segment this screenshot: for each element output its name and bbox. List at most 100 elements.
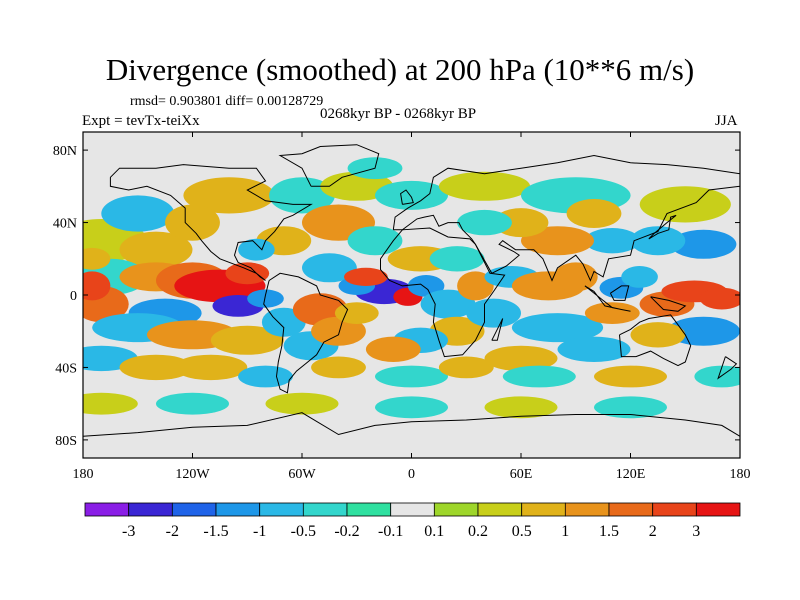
divergence-blob — [553, 262, 598, 292]
divergence-blob — [594, 396, 667, 419]
divergence-blob — [584, 228, 640, 254]
y-tick-label: 40S — [55, 361, 77, 376]
colorbar-label: -0.1 — [378, 523, 403, 540]
x-tick-label: 60E — [510, 467, 533, 482]
divergence-blob — [311, 316, 366, 346]
divergence-blob — [375, 396, 448, 419]
experiment-label: Expt = tevTx-teiXx — [82, 113, 200, 129]
divergence-blob — [694, 365, 740, 388]
north-america-coastline — [109, 164, 313, 281]
colorbar-label: -2 — [166, 523, 179, 540]
colorbar-label: 1.5 — [599, 523, 619, 540]
divergence-blob — [438, 171, 531, 201]
divergence-blob — [225, 262, 270, 285]
map-axes: 180 120W 60W 0 60E 120E 180 80N 40N 0 40S 80S — [53, 132, 751, 482]
new-zealand-coastline — [717, 356, 738, 380]
rmsd-diff-stats: rmsd= 0.903801 diff= 0.00128729 — [130, 94, 324, 109]
colorbar-swatch — [84, 502, 130, 517]
colorbar-label: -0.5 — [291, 523, 316, 540]
colorbar-label: 0.1 — [424, 523, 444, 540]
colorbar-swatch — [564, 502, 610, 517]
divergence-blob — [502, 365, 576, 388]
y-tick-label: 40N — [53, 217, 77, 232]
australia-coastline — [619, 314, 692, 367]
divergence-blob — [511, 313, 604, 343]
colorbar-swatch — [215, 502, 261, 517]
madagascar-coastline — [491, 318, 504, 341]
antarctica-coastline — [83, 412, 740, 437]
colorbar-swatch — [171, 502, 217, 517]
colorbar-swatch — [302, 502, 348, 517]
divergence-blob — [365, 336, 421, 362]
japan-coastline — [648, 214, 677, 240]
divergence-blob — [174, 354, 248, 381]
divergence-blob — [493, 208, 549, 238]
divergence-blob — [466, 298, 521, 328]
colorbar-label: 0.2 — [468, 523, 488, 540]
divergence-blob — [119, 231, 193, 268]
divergence-blob — [457, 209, 512, 236]
divergence-blob — [156, 392, 229, 415]
divergence-blob — [639, 186, 731, 223]
divergence-blob — [347, 226, 403, 256]
colorbar-label: 3 — [692, 523, 700, 540]
colorbar-swatch — [695, 502, 741, 517]
uk-coastline — [400, 189, 414, 205]
colorbar-label: 1 — [561, 523, 569, 540]
divergence-blob — [521, 226, 594, 256]
colorbar-label: -3 — [122, 523, 135, 540]
divergence-blob — [375, 365, 448, 388]
divergence-blob — [183, 177, 275, 214]
new-guinea-coastline — [650, 296, 687, 312]
coastlines — [83, 144, 740, 437]
divergence-field — [83, 157, 740, 419]
colorbar-swatch — [652, 502, 697, 517]
divergence-blob — [165, 204, 220, 241]
divergence-blob — [594, 365, 667, 388]
divergence-blob — [699, 287, 740, 310]
divergence-blob — [311, 356, 366, 379]
divergence-blob — [344, 267, 388, 286]
colorbar-swatch — [477, 502, 523, 517]
divergence-blob — [238, 365, 293, 388]
divergence-blob — [238, 238, 275, 261]
x-tick-label: 120W — [175, 467, 210, 482]
africa-coastline — [380, 227, 506, 358]
divergence-blob — [670, 229, 737, 259]
colorbar-swatch — [390, 502, 435, 517]
x-tick-label: 120E — [616, 467, 646, 482]
season-label: JJA — [715, 113, 738, 129]
divergence-blob — [429, 246, 485, 272]
divergence-blob — [119, 354, 193, 381]
period-label: 0268kyr BP - 0268kyr BP — [320, 106, 477, 122]
divergence-blob — [584, 302, 640, 324]
divergence-blob — [457, 271, 494, 301]
divergence-blob — [375, 180, 448, 210]
divergence-blob — [630, 322, 686, 348]
divergence-blob — [484, 345, 558, 372]
colorbar-label: -1.5 — [203, 523, 228, 540]
divergence-blob — [438, 356, 494, 379]
map-title: Divergence (smoothed) at 200 hPa (10**6 … — [105, 52, 695, 87]
y-tick-label: 80N — [53, 144, 77, 159]
divergence-blob — [334, 302, 379, 324]
colorbar-swatch — [128, 502, 173, 517]
colorbar-swatch — [608, 502, 654, 517]
divergence-blob — [484, 396, 558, 419]
divergence-blob — [630, 226, 686, 256]
divergence-blob — [621, 266, 658, 288]
x-tick-label: 180 — [730, 467, 751, 482]
divergence-blob — [210, 325, 284, 355]
divergence-blob — [83, 247, 111, 270]
y-tick-label: 80S — [55, 434, 77, 449]
south-america-coastline — [263, 272, 349, 394]
y-tick-label: 0 — [70, 289, 77, 304]
x-tick-label: 60W — [288, 467, 316, 482]
indonesia-coastline — [584, 285, 631, 312]
divergence-blob — [247, 289, 284, 308]
borneo-coastline — [609, 285, 630, 301]
colorbar-swatch — [346, 502, 392, 517]
colorbar-label: -0.2 — [334, 523, 359, 540]
divergence-blob — [667, 316, 740, 346]
